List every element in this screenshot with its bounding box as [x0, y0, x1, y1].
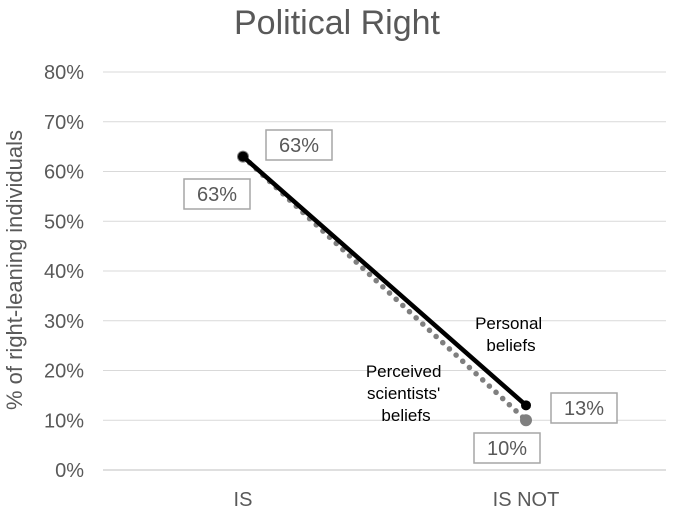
y-tick-label: 70% — [44, 112, 84, 134]
data-label-perceived-is-not: 10% — [473, 432, 541, 464]
data-label-text: 63% — [279, 135, 319, 157]
y-tick-label: 60% — [44, 162, 84, 184]
y-tick-label: 10% — [44, 410, 84, 432]
y-tick-label: 50% — [44, 211, 84, 233]
y-tick-label: 0% — [55, 460, 84, 482]
y-tick-label: 40% — [44, 261, 84, 283]
x-tick-label: IS NOT — [493, 489, 560, 511]
annotation-personal-beliefs: Personal beliefs — [475, 314, 547, 355]
annotation-line: beliefs — [381, 406, 430, 425]
data-point-personal-beliefs — [238, 151, 248, 162]
series-lines — [237, 150, 532, 427]
y-tick-label: 80% — [44, 62, 84, 84]
x-tick-label: IS — [234, 489, 253, 511]
data-label-text: 13% — [564, 398, 604, 420]
data-point-perceived-scientists-beliefs — [520, 414, 532, 427]
annotation-perceived-scientists-beliefs: Perceived scientists' beliefs — [366, 362, 446, 425]
data-label-personal-is: 63% — [265, 129, 333, 161]
data-label-perceived-is: 63% — [183, 178, 251, 210]
annotation-line: Perceived — [366, 362, 442, 381]
annotation-line: beliefs — [486, 336, 535, 355]
data-label-box — [183, 178, 251, 210]
chart-title: Political Right — [234, 4, 441, 42]
annotation-line: Personal — [475, 314, 542, 333]
y-tick-label: 20% — [44, 361, 84, 383]
x-tick-labels: IS IS NOT — [234, 489, 560, 511]
annotation-line: scientists' — [367, 384, 440, 403]
y-axis-label: % of right-leaning individuals — [2, 130, 27, 410]
data-label-text: 63% — [197, 184, 237, 206]
data-label-personal-is-not: 13% — [550, 392, 618, 424]
y-tick-labels: 0% 10% 20% 30% 40% 50% 60% 70% 80% — [44, 62, 84, 482]
data-labels: 63% 63% 13% 10% — [183, 129, 618, 464]
data-label-box — [265, 129, 333, 161]
data-label-box — [473, 432, 541, 464]
series-line-personal-beliefs — [240, 154, 529, 408]
data-label-box — [550, 392, 618, 424]
y-tick-label: 30% — [44, 311, 84, 333]
gridlines — [103, 71, 666, 471]
data-point-personal-beliefs — [521, 400, 531, 411]
data-label-text: 10% — [487, 438, 527, 460]
